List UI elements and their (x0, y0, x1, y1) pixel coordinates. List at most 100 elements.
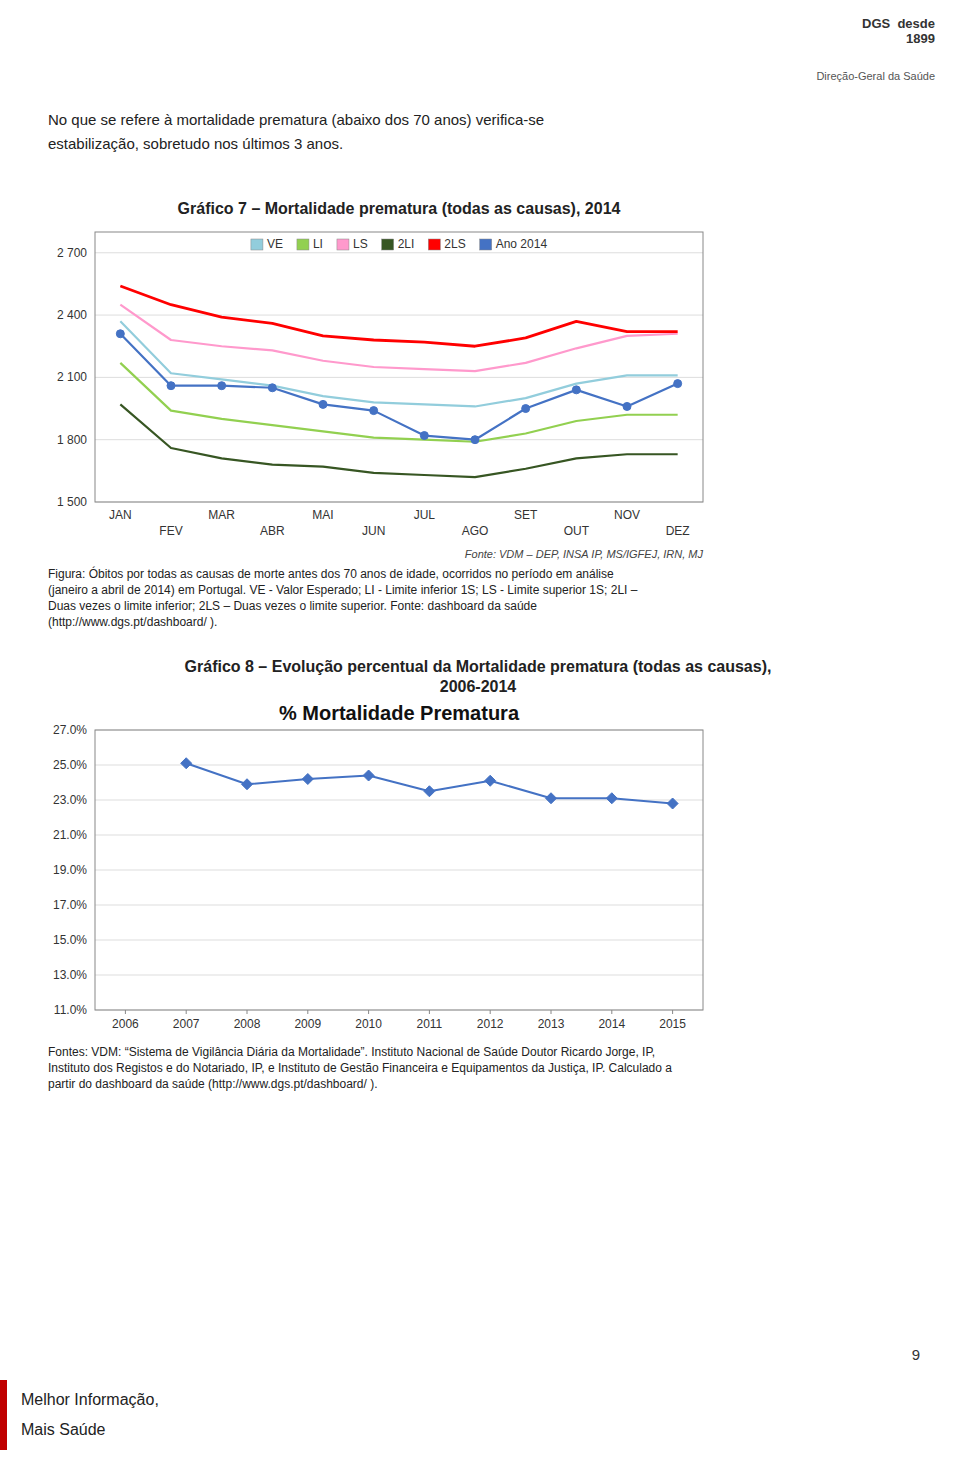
plot-frame (95, 232, 703, 502)
marker (181, 758, 192, 769)
plot-background (95, 232, 703, 502)
caption-line: partir do dashboard da saúde (http://www… (48, 1077, 378, 1091)
x-tick-label: AGO (462, 524, 489, 538)
grid-line (95, 315, 703, 316)
footer-text: Melhor Informação, (21, 1391, 159, 1408)
page: DGS desde 1899 Direção-Geral da Saúde No q… (0, 0, 960, 1474)
x-tick-label: SET (514, 508, 538, 522)
y-tick-label: 25.0% (53, 758, 87, 772)
chart-title: 2006-2014 (440, 678, 517, 695)
marker (167, 382, 175, 390)
y-tick-label: 19.0% (53, 863, 87, 877)
grid-line (95, 835, 703, 836)
series-line (186, 763, 672, 803)
legend-swatch (428, 239, 440, 250)
x-tick-label: 2008 (234, 1017, 261, 1031)
logo-text: 1899 (874, 31, 935, 46)
y-tick-label: 21.0% (53, 828, 87, 842)
marker (116, 330, 124, 338)
legend-swatch (480, 239, 492, 250)
y-tick-label: 1 500 (57, 495, 87, 509)
legend-label: 2LI (398, 237, 415, 251)
x-tick (672, 1010, 673, 1014)
y-tick-label: 2 400 (57, 308, 87, 322)
y-tick-label: 11.0% (54, 1003, 87, 1017)
x-tick-label: JUL (414, 508, 436, 522)
marker (363, 770, 374, 781)
legend-item: VE (251, 237, 283, 251)
legend-swatch (297, 239, 309, 250)
header-text: No que se refere à mortalidade prematura… (48, 111, 544, 128)
chart-title: Gráfico 7 – Mortalidade prematura (todas… (178, 200, 621, 217)
page-background (0, 0, 960, 1474)
caption-line: (janeiro a abril de 2014) em Portugal. V… (48, 583, 638, 597)
logo-subtitle: Direção-Geral da Saúde (816, 70, 935, 82)
x-tick-label: 2012 (477, 1017, 504, 1031)
legend-label: 2LS (444, 237, 465, 251)
marker (572, 386, 580, 394)
marker (420, 432, 428, 440)
marker (218, 382, 226, 390)
x-tick (186, 1010, 187, 1014)
x-tick-label: FEV (159, 524, 182, 538)
series-line (120, 404, 677, 477)
x-tick-label: 2013 (538, 1017, 565, 1031)
x-tick (490, 1010, 491, 1014)
marker (319, 400, 327, 408)
marker (667, 798, 678, 809)
grid-line (95, 905, 703, 906)
series-line (120, 286, 677, 346)
plot-background (95, 730, 703, 1010)
legend-item: LI (297, 237, 323, 251)
legend-label: Ano 2014 (496, 237, 548, 251)
plot-data (181, 758, 678, 809)
x-tick-label: 2015 (659, 1017, 686, 1031)
footer-text: Mais Saúde (21, 1421, 106, 1438)
series-line (120, 321, 677, 406)
footer-bar (0, 1380, 7, 1450)
x-tick-label: 2010 (355, 1017, 382, 1031)
x-tick (125, 1010, 126, 1014)
y-tick-label: 13.0% (53, 968, 87, 982)
marker (485, 775, 496, 786)
series-line (120, 305, 677, 371)
x-tick-label: JAN (109, 508, 132, 522)
legend: VELILS2LI2LSAno 2014 (251, 237, 547, 251)
legend-swatch (337, 239, 349, 250)
x-tick-label: OUT (564, 524, 590, 538)
plot-data (116, 286, 681, 477)
marker (674, 380, 682, 388)
series-line (120, 363, 677, 442)
x-tick (611, 1010, 612, 1014)
marker (623, 402, 631, 410)
y-tick-label: 1 800 (57, 433, 87, 447)
grid-line (95, 940, 703, 941)
marker (424, 786, 435, 797)
x-tick-label: 2011 (416, 1017, 442, 1031)
legend-swatch (251, 239, 263, 250)
x-tick (307, 1010, 308, 1014)
marker (302, 774, 313, 785)
y-tick-label: 17.0% (53, 898, 87, 912)
y-tick-label: 2 700 (57, 246, 87, 260)
x-tick-label: NOV (614, 508, 640, 522)
x-tick-label: MAR (208, 508, 235, 522)
x-tick-label: 2014 (598, 1017, 625, 1031)
y-tick-label: 23.0% (53, 793, 87, 807)
source-note: Fonte: VDM – DEP, INSA IP, MS/IGFEJ, IRN… (465, 548, 704, 560)
grid-line (95, 870, 703, 871)
x-tick (429, 1010, 430, 1014)
marker (606, 793, 617, 804)
plot-frame (95, 730, 703, 1010)
legend-label: LI (313, 237, 323, 251)
y-tick-label: 15.0% (53, 933, 87, 947)
page-number: 9 (912, 1346, 920, 1363)
x-tick-label: 2007 (173, 1017, 200, 1031)
legend-item: 2LI (382, 237, 415, 251)
x-tick (247, 1010, 248, 1014)
legend-item: 2LS (428, 237, 465, 251)
caption-line: Instituto dos Registos e do Notariado, I… (48, 1061, 672, 1075)
logo-text: DGS desde (862, 16, 935, 31)
legend-label: VE (267, 237, 283, 251)
x-tick-label: JUN (362, 524, 385, 538)
